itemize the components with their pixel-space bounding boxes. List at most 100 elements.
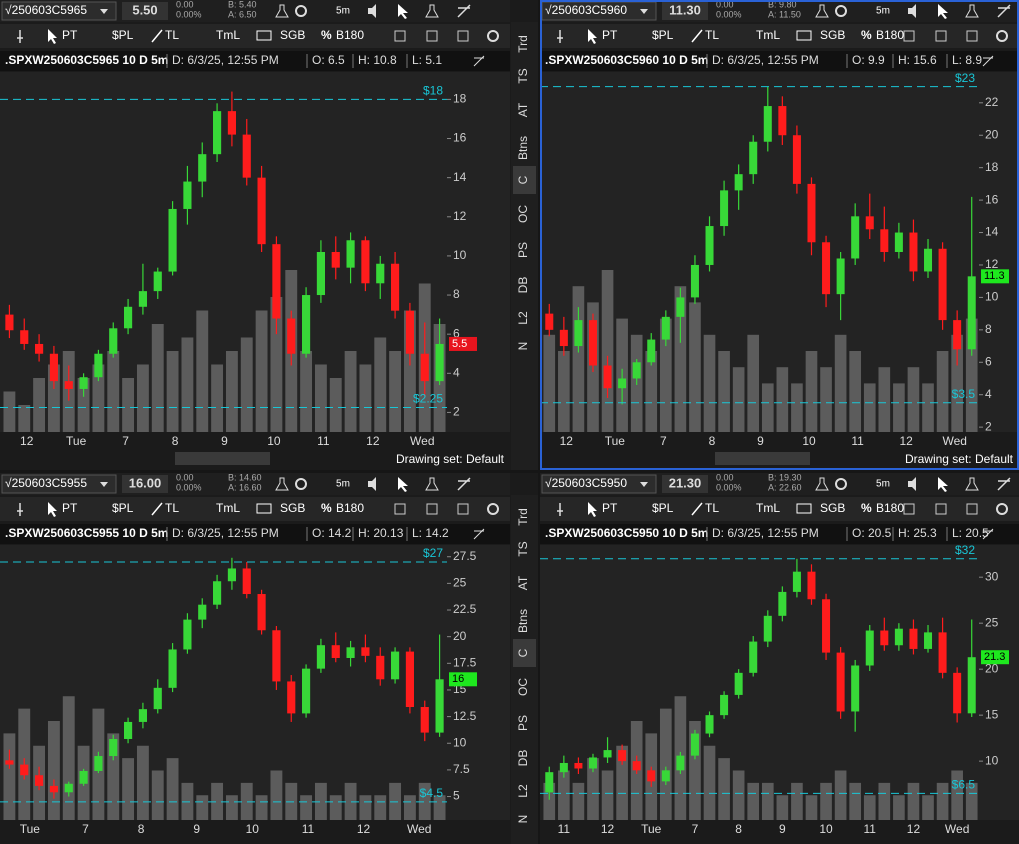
side-tab[interactable]: TS — [516, 541, 530, 556]
dropdown-arrow[interactable] — [640, 9, 648, 14]
toolbar-item[interactable]: TmL — [756, 28, 780, 42]
tool-button[interactable] — [903, 503, 915, 515]
toolbar-item[interactable]: $PL — [652, 28, 674, 42]
toolbar-item[interactable]: B180 — [336, 501, 364, 515]
flask-icon[interactable] — [275, 477, 289, 491]
cursor-icon[interactable] — [938, 4, 948, 19]
toolbar-item[interactable]: B180 — [876, 501, 904, 515]
toolbar-item[interactable]: PT — [602, 28, 618, 42]
tool-button[interactable] — [935, 503, 947, 515]
pin-icon[interactable] — [17, 30, 23, 43]
flask-icon[interactable] — [425, 477, 439, 491]
tool-button[interactable] — [426, 503, 438, 515]
toolbar-item[interactable]: % — [861, 501, 872, 515]
tool-button[interactable] — [966, 30, 978, 42]
side-tab[interactable]: DB — [516, 277, 530, 294]
tool-button[interactable] — [457, 503, 469, 515]
tool-button[interactable] — [394, 503, 406, 515]
period[interactable]: 5m — [876, 6, 890, 17]
symbol-box[interactable] — [1, 474, 117, 494]
tool-button[interactable] — [394, 30, 406, 42]
draw-icon[interactable] — [457, 4, 471, 18]
side-tab[interactable]: OC — [516, 678, 530, 696]
settings-icon[interactable] — [996, 30, 1008, 42]
toolbar-item[interactable]: B180 — [336, 28, 364, 42]
toolbar-item[interactable]: PT — [602, 501, 618, 515]
draw-icon[interactable] — [997, 477, 1011, 491]
tool-button[interactable] — [426, 30, 438, 42]
toolbar-item[interactable]: $PL — [112, 501, 134, 515]
period[interactable]: 5m — [336, 479, 350, 490]
toolbar-item[interactable]: TL — [705, 501, 719, 515]
tool-button[interactable] — [903, 30, 915, 42]
pin-icon[interactable] — [17, 503, 23, 516]
toolbar-item[interactable]: $PL — [112, 28, 134, 42]
side-tab[interactable]: DB — [516, 750, 530, 767]
side-tab[interactable]: Btns — [516, 136, 530, 160]
toolbar-item[interactable]: % — [861, 28, 872, 42]
settings-icon[interactable] — [835, 478, 847, 490]
dropdown-arrow[interactable] — [100, 9, 108, 14]
sound-icon[interactable] — [368, 477, 376, 491]
toolbar-item[interactable]: TL — [705, 28, 719, 42]
settings-icon[interactable] — [835, 5, 847, 17]
settings-icon[interactable] — [295, 5, 307, 17]
toolbar-item[interactable]: TL — [165, 28, 179, 42]
side-tab[interactable]: AT — [516, 102, 530, 117]
side-tab[interactable]: AT — [516, 575, 530, 590]
drawing-set[interactable]: Drawing set: Default — [396, 452, 505, 466]
drawing-set[interactable]: Drawing set: Default — [905, 452, 1014, 466]
flask-icon[interactable] — [815, 477, 829, 491]
toolbar-item[interactable]: PT — [62, 28, 78, 42]
dropdown-arrow[interactable] — [640, 482, 648, 487]
toolbar-item[interactable]: TL — [165, 501, 179, 515]
flask-icon[interactable] — [965, 4, 979, 18]
toolbar-item[interactable]: SGB — [280, 28, 305, 42]
side-tab[interactable]: Btns — [516, 609, 530, 633]
side-tab[interactable]: PS — [516, 242, 530, 258]
draw-icon[interactable] — [457, 477, 471, 491]
period[interactable]: 5m — [336, 6, 350, 17]
toolbar-item[interactable]: TmL — [216, 501, 240, 515]
tool-button[interactable] — [935, 30, 947, 42]
draw-icon[interactable] — [982, 55, 994, 67]
symbol-box[interactable] — [541, 474, 657, 494]
side-tab[interactable]: OC — [516, 205, 530, 223]
dropdown-arrow[interactable] — [100, 482, 108, 487]
tool-button[interactable] — [966, 503, 978, 515]
side-tab[interactable]: Trd — [516, 508, 530, 526]
sound-icon[interactable] — [908, 477, 916, 491]
settings-icon[interactable] — [295, 478, 307, 490]
draw-icon[interactable] — [473, 55, 485, 67]
tool-button[interactable] — [457, 30, 469, 42]
toolbar-item[interactable]: TmL — [216, 28, 240, 42]
side-tab[interactable]: Trd — [516, 35, 530, 53]
toolbar-item[interactable]: B180 — [876, 28, 904, 42]
pin-icon[interactable] — [557, 503, 563, 516]
toolbar-item[interactable]: TmL — [756, 501, 780, 515]
symbol-box[interactable] — [1, 1, 117, 21]
settings-icon[interactable] — [487, 503, 499, 515]
toolbar-item[interactable]: $PL — [652, 501, 674, 515]
period[interactable]: 5m — [876, 479, 890, 490]
flask-icon[interactable] — [425, 4, 439, 18]
side-tab[interactable]: TS — [516, 68, 530, 83]
settings-icon[interactable] — [996, 503, 1008, 515]
scroll-thumb[interactable] — [175, 452, 270, 465]
scroll-thumb[interactable] — [715, 452, 810, 465]
draw-icon[interactable] — [473, 528, 485, 540]
cursor-icon[interactable] — [398, 4, 408, 19]
cursor-icon[interactable] — [938, 477, 948, 492]
side-tab[interactable]: N — [516, 815, 530, 824]
sound-icon[interactable] — [908, 4, 916, 18]
side-tab[interactable]: PS — [516, 715, 530, 731]
toolbar-item[interactable]: SGB — [820, 501, 845, 515]
settings-icon[interactable] — [487, 30, 499, 42]
flask-icon[interactable] — [815, 4, 829, 18]
side-tab[interactable]: N — [516, 342, 530, 351]
pin-icon[interactable] — [557, 30, 563, 43]
toolbar-item[interactable]: SGB — [820, 28, 845, 42]
sound-icon[interactable] — [368, 4, 376, 18]
flask-icon[interactable] — [275, 4, 289, 18]
side-tab[interactable]: C — [516, 648, 530, 657]
